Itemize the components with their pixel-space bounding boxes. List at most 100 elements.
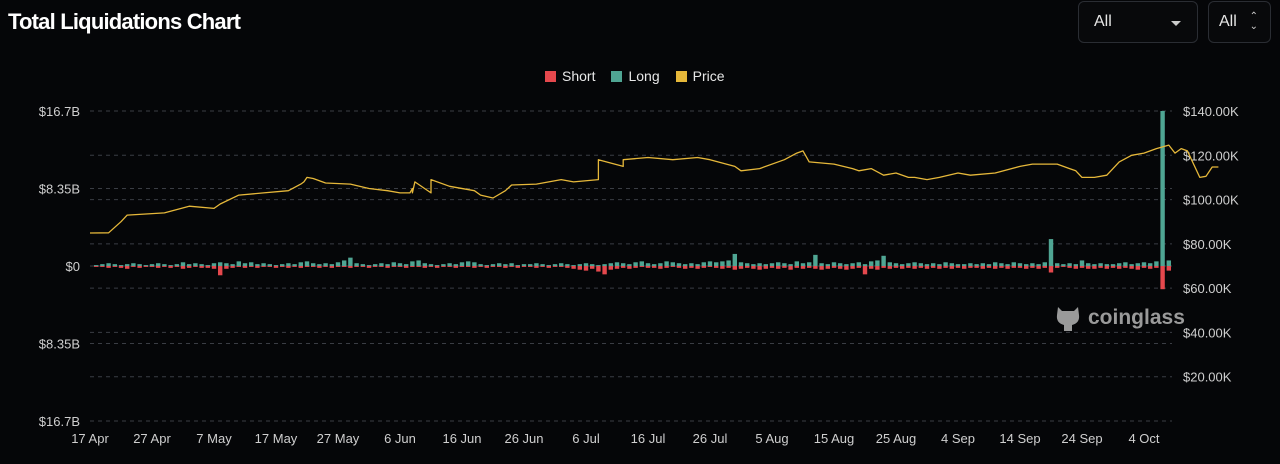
short-bar <box>1160 266 1165 290</box>
short-bar <box>788 266 793 270</box>
long-bar <box>528 264 533 266</box>
short-bar <box>869 266 874 269</box>
long-bar <box>304 261 310 266</box>
long-bar <box>1129 264 1134 266</box>
short-bar <box>1048 266 1054 273</box>
long-bar <box>1024 264 1029 266</box>
long-bar <box>1061 264 1066 266</box>
short-bar <box>701 266 706 268</box>
short-bar <box>621 266 626 268</box>
short-bar <box>459 266 465 267</box>
coin-select[interactable]: All ⌃ ⌄ <box>1208 1 1271 43</box>
long-bar <box>391 262 396 266</box>
long-bar <box>559 263 564 266</box>
long-bar <box>893 263 899 266</box>
right-axis-tick: $20.00K <box>1183 370 1232 385</box>
coinglass-logo-icon <box>1056 307 1080 331</box>
legend-item-short[interactable]: Short <box>545 68 595 84</box>
coin-select-value: All <box>1219 13 1237 30</box>
short-bar <box>918 266 923 268</box>
short-bar <box>912 266 917 269</box>
short-bar <box>794 266 799 268</box>
short-bar <box>267 266 272 267</box>
long-bar <box>342 260 347 266</box>
short-bar <box>1123 266 1128 268</box>
short-bar <box>1135 266 1140 270</box>
long-bar <box>280 264 285 266</box>
short-bar <box>211 266 217 269</box>
long-bar <box>1005 264 1010 266</box>
short-bar <box>844 266 849 270</box>
watermark-text: coinglass <box>1088 306 1185 329</box>
short-bar <box>304 266 310 267</box>
long-bar <box>261 263 266 266</box>
short-bar <box>838 266 843 269</box>
short-bar <box>1141 266 1147 268</box>
long-bar <box>751 264 756 266</box>
short-bar <box>255 266 260 268</box>
long-bar <box>385 264 390 266</box>
long-bar <box>757 263 762 266</box>
long-bar <box>1048 239 1054 266</box>
long-bar <box>813 254 818 266</box>
short-bar <box>652 266 657 268</box>
range-select[interactable]: All <box>1078 1 1198 43</box>
long-bar <box>844 264 849 266</box>
short-bar <box>1166 266 1171 271</box>
long-bar <box>397 263 403 266</box>
long-bar <box>590 264 595 266</box>
short-bar <box>1079 266 1085 268</box>
short-bar <box>1117 266 1122 269</box>
long-bar <box>937 264 942 266</box>
long-bar <box>980 263 985 266</box>
long-bar <box>218 262 223 266</box>
short-bar <box>639 266 644 267</box>
long-bar <box>497 263 502 266</box>
long-bar <box>676 263 682 266</box>
right-axis-tick: $60.00K <box>1183 281 1232 296</box>
long-bar <box>515 265 520 266</box>
legend-item-price[interactable]: Price <box>675 68 725 84</box>
long-bar <box>348 257 353 266</box>
legend-swatch-price <box>675 70 687 82</box>
short-bar <box>94 266 99 267</box>
long-bar <box>726 260 731 266</box>
short-bar <box>534 266 539 268</box>
caret-down-icon <box>1171 21 1181 26</box>
short-bar <box>1073 266 1078 269</box>
left-axis-tick: $0 <box>66 259 80 274</box>
long-bar <box>912 262 917 266</box>
short-bar <box>986 266 992 268</box>
long-bar <box>639 261 644 266</box>
long-bar <box>118 265 124 266</box>
short-bar <box>546 266 551 268</box>
x-axis-tick: 24 Sep <box>1061 431 1102 446</box>
page-title: Total Liquidations Chart <box>8 9 241 34</box>
legend-item-long[interactable]: Long <box>611 68 660 84</box>
long-bar <box>1166 260 1171 266</box>
long-bar <box>255 264 260 266</box>
short-bar <box>342 266 347 267</box>
long-bar <box>503 264 508 266</box>
right-axis-tick: $80.00K <box>1183 237 1232 252</box>
long-bar <box>999 263 1004 266</box>
short-bar <box>329 266 334 268</box>
long-bar <box>1079 260 1085 266</box>
x-axis-tick: 25 Aug <box>876 431 917 446</box>
long-bar <box>931 263 936 266</box>
long-bar <box>1110 264 1116 266</box>
short-bar <box>1017 266 1023 268</box>
short-bar <box>1154 266 1159 268</box>
short-bar <box>1067 266 1072 268</box>
x-axis-tick: 6 Jul <box>572 431 600 446</box>
short-bar <box>943 266 948 268</box>
short-bar <box>472 266 477 268</box>
long-bar <box>565 264 570 266</box>
long-bar <box>484 265 489 266</box>
long-bar <box>1067 263 1072 266</box>
long-bar <box>249 262 254 266</box>
short-bar <box>168 266 173 268</box>
x-axis-tick: 5 Aug <box>755 431 788 446</box>
short-bar <box>125 266 130 269</box>
short-bar <box>955 266 961 268</box>
